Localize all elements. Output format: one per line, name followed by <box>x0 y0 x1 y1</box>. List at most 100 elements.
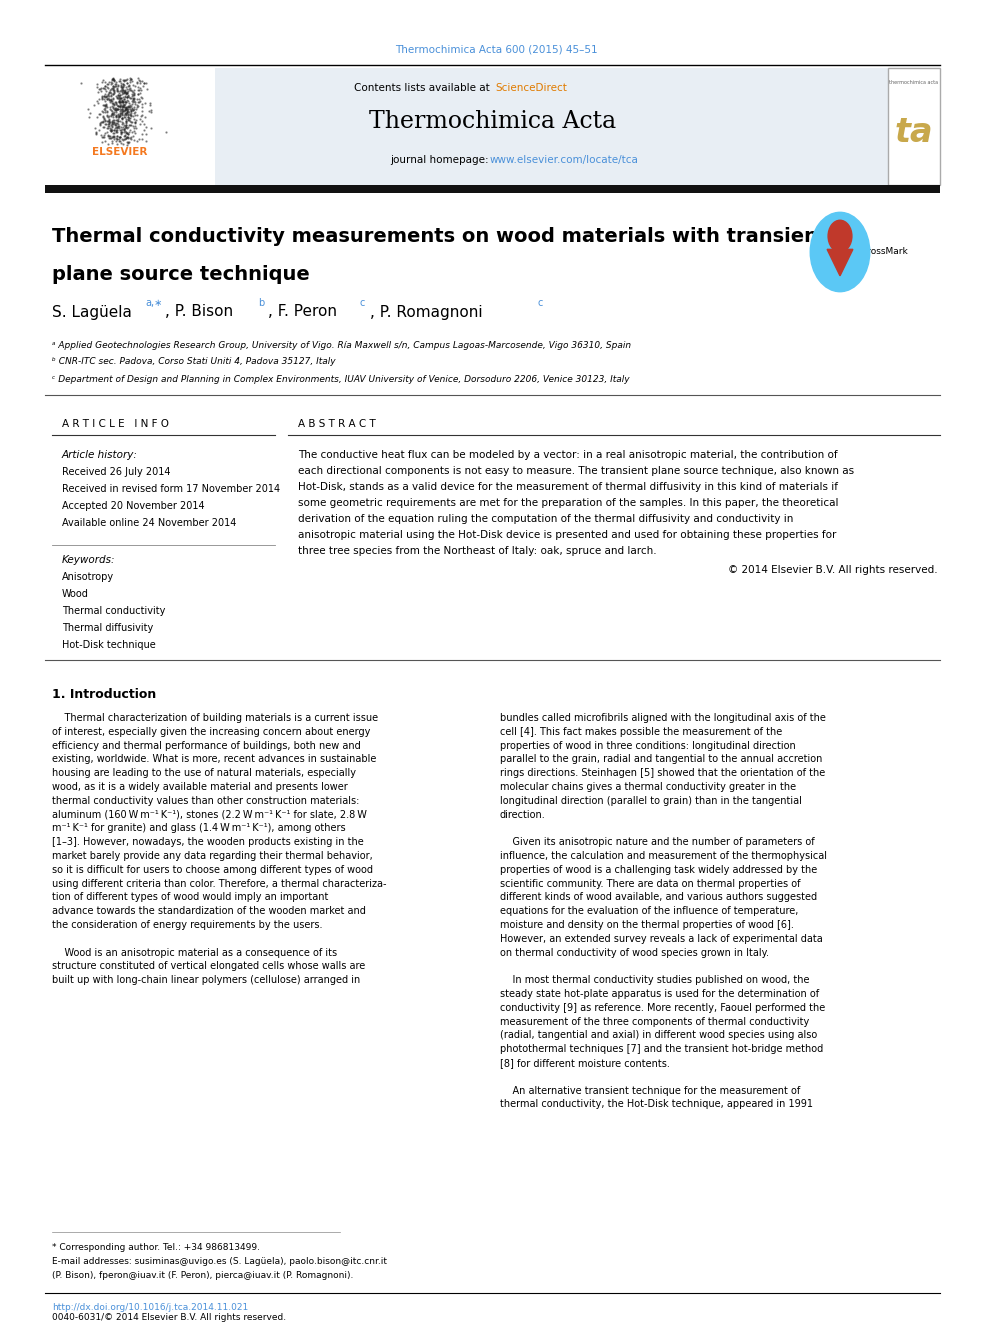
Point <box>121 95 137 116</box>
Point <box>112 127 128 148</box>
Point <box>95 106 111 127</box>
Point <box>100 83 116 105</box>
Point <box>129 71 145 93</box>
Point <box>108 98 124 119</box>
Point <box>97 110 113 131</box>
Point <box>106 103 122 124</box>
Point <box>119 97 135 118</box>
Point <box>127 83 143 105</box>
Point <box>117 103 133 124</box>
Point <box>111 106 127 127</box>
Text: ᵇ CNR-ITC sec. Padova, Corso Stati Uniti 4, Padova 35127, Italy: ᵇ CNR-ITC sec. Padova, Corso Stati Uniti… <box>52 357 335 366</box>
Point <box>94 89 110 110</box>
Point <box>120 101 136 122</box>
Point <box>131 128 147 149</box>
Point <box>116 106 132 127</box>
Point <box>109 134 125 155</box>
Point <box>118 116 134 138</box>
Point <box>116 81 132 102</box>
Point <box>99 111 115 132</box>
Point <box>97 95 113 116</box>
Point <box>121 115 137 136</box>
Point <box>109 99 125 120</box>
Point <box>138 124 154 146</box>
Point <box>134 70 150 91</box>
Point <box>94 85 110 106</box>
Point <box>114 108 130 130</box>
Point <box>112 87 128 108</box>
Point <box>125 99 141 120</box>
Text: a,∗: a,∗ <box>145 298 163 308</box>
Point <box>111 85 127 106</box>
Point <box>122 97 138 118</box>
Point <box>118 103 134 124</box>
Point <box>104 115 120 136</box>
Point <box>111 82 127 103</box>
Point <box>120 103 136 124</box>
Point <box>104 132 120 153</box>
Point <box>130 83 146 105</box>
Point <box>104 93 120 114</box>
Point <box>108 116 124 138</box>
Point <box>109 94 125 115</box>
Circle shape <box>828 220 852 251</box>
Text: ScienceDirect: ScienceDirect <box>495 83 566 93</box>
Point <box>107 99 123 120</box>
Point <box>117 118 133 139</box>
Point <box>143 99 159 120</box>
Point <box>123 95 139 116</box>
Point <box>103 91 119 112</box>
Point <box>106 82 122 103</box>
Point <box>108 93 124 114</box>
Point <box>118 123 134 144</box>
Point <box>105 87 121 108</box>
Text: CrossMark: CrossMark <box>862 247 909 257</box>
Point <box>132 78 148 99</box>
Point <box>102 98 118 119</box>
Point <box>125 105 141 126</box>
Point <box>104 90 120 111</box>
Point <box>108 102 124 123</box>
Point <box>104 126 120 147</box>
Point <box>104 112 120 134</box>
Text: moisture and density on the thermal properties of wood [6].: moisture and density on the thermal prop… <box>500 919 794 930</box>
Point <box>109 126 125 147</box>
Point <box>112 98 128 119</box>
Point <box>110 98 126 119</box>
Point <box>111 89 127 110</box>
Point <box>124 101 140 122</box>
Text: Wood is an anisotropic material as a consequence of its: Wood is an anisotropic material as a con… <box>52 947 337 958</box>
Point <box>112 127 128 148</box>
Point <box>109 87 125 108</box>
Point <box>99 124 115 146</box>
Point <box>106 94 122 115</box>
Point <box>130 77 146 98</box>
Point <box>122 105 138 126</box>
Point <box>108 99 124 120</box>
Point <box>120 75 136 97</box>
Point <box>103 85 119 106</box>
Point <box>118 127 134 148</box>
Text: ᵃ Applied Geotechnologies Research Group, University of Vigo. Ría Maxwell s/n, C: ᵃ Applied Geotechnologies Research Group… <box>52 340 631 349</box>
Point <box>119 73 135 94</box>
Point <box>102 82 118 103</box>
Point <box>104 77 120 98</box>
Point <box>106 98 122 119</box>
FancyBboxPatch shape <box>45 185 940 193</box>
Text: derivation of the equation ruling the computation of the thermal diffusivity and: derivation of the equation ruling the co… <box>298 515 794 524</box>
Point <box>103 79 119 101</box>
Point <box>107 75 123 97</box>
Point <box>103 89 119 110</box>
Point <box>111 127 127 148</box>
Point <box>128 111 144 132</box>
Point <box>105 127 121 148</box>
Point <box>93 77 109 98</box>
Point <box>90 93 106 114</box>
Point <box>95 78 111 99</box>
Point <box>116 70 132 91</box>
Point <box>107 99 123 120</box>
Point <box>119 101 135 122</box>
Point <box>126 91 142 112</box>
Point <box>115 77 131 98</box>
Point <box>124 111 140 132</box>
